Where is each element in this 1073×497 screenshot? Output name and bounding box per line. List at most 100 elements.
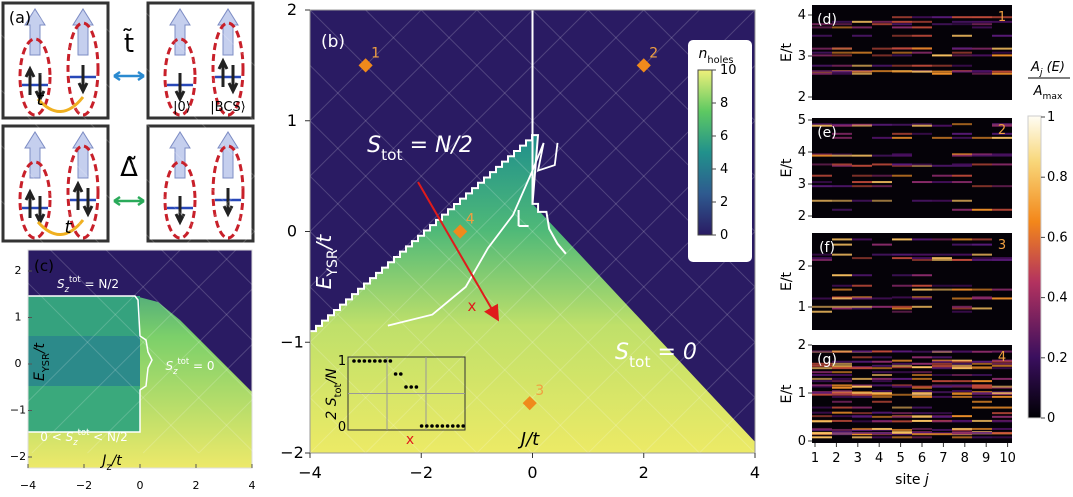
- inset-dot: [451, 424, 455, 428]
- spectral-line: [992, 163, 1012, 166]
- point-marker: [636, 58, 651, 73]
- colorbar-tick-label: 10: [720, 63, 737, 78]
- colorbar-tick-label: 0: [1047, 411, 1055, 426]
- colorbar-title: A: [1033, 84, 1043, 99]
- region-label: S: [615, 340, 629, 365]
- axis-title: /t: [110, 453, 123, 469]
- y-tick-label: 2: [287, 0, 297, 19]
- spectral-line: [852, 431, 872, 434]
- y-tick-label: 2: [798, 338, 806, 353]
- spectral-line: [852, 20, 872, 23]
- spectral-line: [872, 380, 892, 383]
- y-tick-label: −2: [280, 443, 304, 462]
- spectral-line: [892, 26, 912, 29]
- spectral-line: [852, 385, 872, 388]
- spectral-line: [952, 367, 972, 370]
- panel-label: (d): [817, 12, 837, 28]
- spectral-line: [912, 432, 932, 435]
- y-tick-label: 1: [798, 300, 806, 315]
- spectral-line: [832, 124, 852, 127]
- spectral-line: [932, 359, 952, 362]
- spectral-line: [912, 257, 932, 260]
- x-tick-label: −2: [409, 463, 433, 482]
- spectral-line: [992, 385, 1012, 388]
- spectral-line: [892, 47, 912, 50]
- spectral-line: [872, 243, 892, 246]
- x-tick-label: 9: [982, 451, 990, 466]
- hopping-label: t: [64, 217, 72, 238]
- region-label: Sztot = 0: [165, 356, 214, 376]
- spectral-line: [892, 366, 912, 369]
- spin-arrow: [24, 8, 46, 56]
- region-label: z: [172, 366, 178, 376]
- spectral-line: [892, 132, 912, 135]
- spectral-line: [872, 392, 892, 395]
- spectral-line: [892, 433, 912, 436]
- spectral-line: [992, 124, 1012, 127]
- axis-title: site j: [895, 472, 929, 488]
- spectral-line: [832, 371, 852, 374]
- spectral-line: [892, 163, 912, 166]
- spectral-line: [992, 51, 1012, 54]
- x-tick-label: 7: [939, 451, 947, 466]
- x-tick-label: 8: [961, 451, 969, 466]
- electron: [174, 73, 186, 103]
- spectral-line: [812, 420, 832, 423]
- point-label: 3: [535, 383, 544, 399]
- spectral-line: [872, 420, 892, 423]
- axis-title: E/t: [779, 158, 795, 178]
- spectral-line: [812, 393, 832, 396]
- grid-line: [198, 9, 645, 454]
- region: [28, 250, 252, 392]
- y-tick-label: −2: [10, 450, 26, 463]
- spectral-line: [932, 362, 952, 365]
- spectral-line: [892, 428, 912, 431]
- electron: [72, 180, 84, 210]
- spectral-line: [872, 395, 892, 398]
- spectral-line: [852, 415, 872, 418]
- spectral-line: [872, 367, 892, 370]
- spectral-line: [872, 70, 892, 73]
- y-tick-label: 3: [798, 177, 806, 192]
- y-tick-label: 2: [798, 209, 806, 224]
- spectral-line: [832, 274, 852, 277]
- spectral-line: [852, 406, 872, 409]
- spectral-line: [972, 406, 992, 409]
- colorbar-tick-label: 4: [720, 162, 728, 177]
- spectral-line: [952, 16, 972, 19]
- spectral-line: [872, 23, 892, 26]
- spectral-line: [992, 258, 1012, 261]
- x-tick-label: 3: [854, 451, 862, 466]
- spectral-line: [892, 257, 912, 260]
- grid-line: [254, 9, 700, 454]
- spectral-line: [912, 288, 932, 291]
- spectral-line: [892, 350, 912, 353]
- spectral-line: [992, 16, 1012, 19]
- inset-dot: [425, 424, 429, 428]
- grid-line: [365, 9, 811, 454]
- spectral-line: [832, 297, 852, 300]
- spectral-line: [972, 243, 992, 246]
- panel-label: (c): [34, 257, 54, 275]
- process-arrow: [113, 70, 145, 82]
- spectral-line: [952, 54, 972, 57]
- y-tick-label: −1: [10, 404, 26, 417]
- spectral-line: [832, 307, 852, 310]
- region-label: < N/2: [89, 430, 127, 444]
- region-label: tot: [381, 146, 403, 164]
- spectral-line: [832, 305, 852, 308]
- x-tick-label: 6: [918, 451, 926, 466]
- spectral-line: [912, 406, 932, 409]
- point-label: 2: [649, 45, 658, 61]
- spectral-line: [812, 364, 832, 367]
- spectral-line: [812, 258, 832, 261]
- x-tick-label: 1: [811, 451, 819, 466]
- spectral-line: [832, 243, 852, 246]
- spectral-line: [972, 47, 992, 50]
- spectral-line: [952, 384, 972, 387]
- spectral-line: [952, 164, 972, 167]
- spectral-line: [892, 274, 912, 277]
- spectral-line: [952, 362, 972, 365]
- grid-line: [31, 9, 478, 454]
- x-tick-label: 4: [249, 479, 256, 492]
